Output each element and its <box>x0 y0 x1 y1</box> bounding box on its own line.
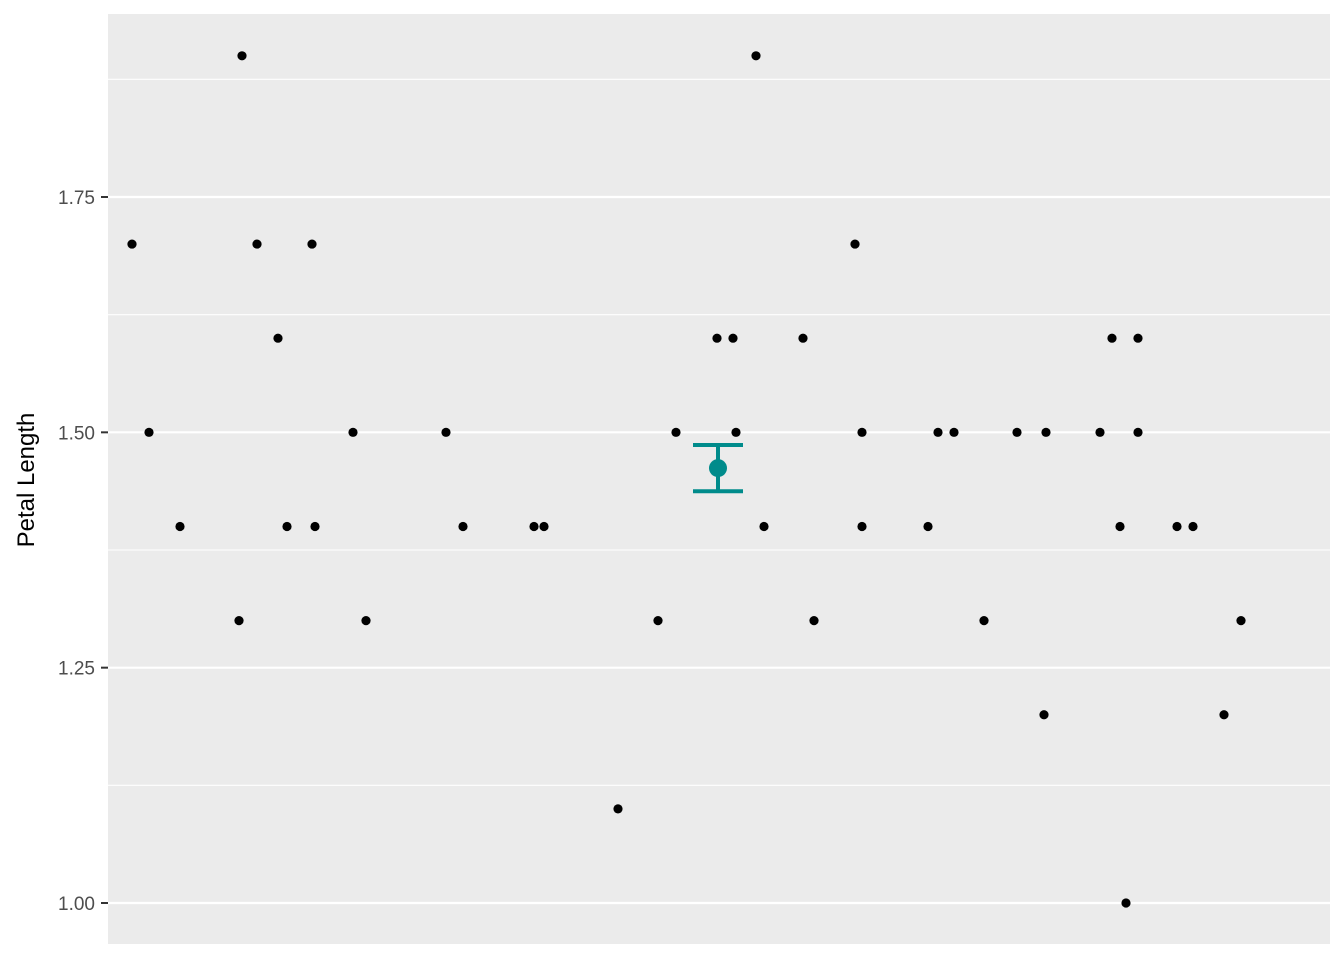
data-point <box>979 616 989 626</box>
data-point <box>1041 427 1051 437</box>
data-point <box>234 616 244 626</box>
data-point <box>307 239 317 249</box>
data-point <box>1236 616 1246 626</box>
data-point <box>751 51 761 61</box>
data-point <box>731 427 741 437</box>
y-tick-label: 1.25 <box>58 659 95 680</box>
data-point <box>1172 521 1182 532</box>
data-point <box>809 616 819 626</box>
data-point <box>1133 333 1143 343</box>
data-point <box>252 239 262 249</box>
data-point <box>613 804 623 814</box>
data-point <box>857 427 867 437</box>
minor-gridlines <box>108 78 1330 786</box>
data-point <box>348 427 358 437</box>
data-point <box>671 427 681 437</box>
data-point <box>1107 333 1117 343</box>
data-point <box>712 333 722 343</box>
data-point <box>923 521 933 532</box>
data-point <box>798 333 808 343</box>
y-tick-label: 1.00 <box>58 894 95 915</box>
data-point <box>1219 710 1229 720</box>
data-point <box>1115 521 1125 532</box>
data-point <box>175 521 185 532</box>
data-point <box>458 521 468 532</box>
data-point <box>127 239 137 249</box>
data-points <box>127 51 1246 908</box>
data-point <box>1121 898 1131 908</box>
mean-point <box>709 459 727 478</box>
data-point <box>933 427 943 437</box>
data-point <box>653 616 663 626</box>
data-point <box>144 427 154 437</box>
data-point <box>1095 427 1105 437</box>
data-point <box>1012 427 1022 437</box>
data-point <box>1039 710 1049 720</box>
data-point <box>441 427 451 437</box>
data-point <box>273 333 283 343</box>
data-point <box>310 521 320 532</box>
data-point <box>759 521 769 532</box>
data-point <box>728 333 738 343</box>
y-axis-ticks <box>101 196 108 904</box>
y-axis-title: Petal Length <box>13 413 40 548</box>
data-point <box>282 521 292 532</box>
data-point <box>539 521 549 532</box>
data-point <box>529 521 539 532</box>
y-tick-label: 1.75 <box>58 188 95 209</box>
data-point <box>850 239 860 249</box>
data-point <box>237 51 247 61</box>
data-point <box>949 427 959 437</box>
mean-error-bar <box>693 442 743 494</box>
data-point <box>1188 521 1198 532</box>
data-point <box>857 521 867 532</box>
y-axis-tick-labels: 1.00 1.25 1.50 1.75 <box>58 188 95 915</box>
data-point <box>1133 427 1143 437</box>
data-point <box>361 616 371 626</box>
y-tick-label: 1.50 <box>58 423 95 444</box>
